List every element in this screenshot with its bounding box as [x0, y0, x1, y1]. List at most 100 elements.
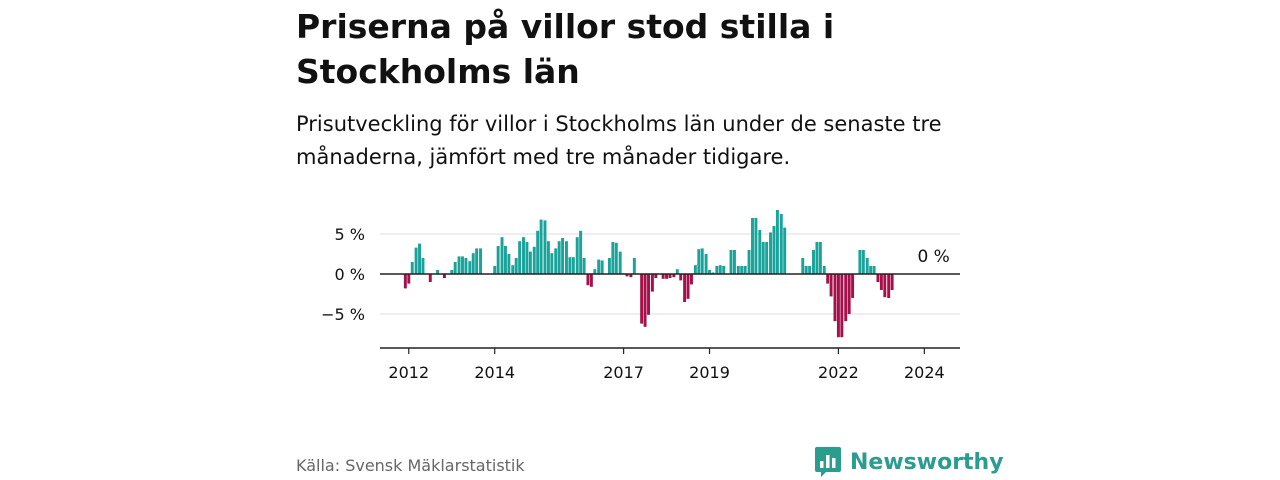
- bar-negative: [643, 274, 647, 327]
- bar-positive: [804, 266, 808, 274]
- bar-positive: [414, 247, 418, 274]
- bar-negative: [407, 274, 411, 284]
- bar-positive: [765, 242, 769, 274]
- bar-positive: [722, 266, 726, 274]
- bar-negative: [586, 274, 590, 286]
- bar-positive: [708, 270, 711, 274]
- bar-positive: [571, 257, 575, 274]
- bar-positive: [471, 253, 475, 274]
- bar-positive: [822, 266, 826, 274]
- y-tick-label: 5 %: [335, 225, 365, 244]
- bar-positive: [718, 265, 722, 274]
- bar-positive: [732, 250, 736, 274]
- bar-negative: [442, 274, 446, 278]
- bar-negative: [844, 274, 848, 322]
- bar-positive: [546, 241, 550, 274]
- bar-positive: [450, 270, 454, 274]
- bar-positive: [632, 258, 636, 274]
- bar-negative: [665, 274, 669, 279]
- bar-positive: [812, 250, 815, 274]
- bar-positive: [775, 210, 779, 274]
- bar-positive: [861, 250, 865, 274]
- bar-positive: [704, 254, 708, 274]
- bar-positive: [554, 248, 558, 274]
- bar-positive: [593, 269, 597, 274]
- bar-positive: [611, 242, 615, 274]
- gridlines: [380, 233, 960, 315]
- brand-name: Newsworthy: [850, 449, 1004, 475]
- bar-negative: [851, 274, 855, 298]
- bar-positive: [525, 242, 529, 274]
- bar-positive: [715, 266, 719, 274]
- bar-positive: [518, 241, 522, 274]
- bar-positive: [818, 242, 822, 274]
- y-tick-label: 0 %: [335, 265, 365, 284]
- bar-negative: [403, 274, 407, 289]
- bar-negative: [690, 274, 693, 285]
- last-value-label: 0 %: [917, 247, 949, 267]
- bar-positive: [453, 262, 457, 274]
- bar-positive: [693, 265, 697, 274]
- bar-positive: [532, 246, 536, 274]
- bar-negative: [589, 274, 593, 287]
- y-tick-label: −5 %: [321, 305, 365, 324]
- newsworthy-logo-icon: [815, 447, 841, 477]
- bar-negative: [650, 274, 654, 292]
- bar-positive: [758, 230, 762, 274]
- bar-positive: [729, 250, 733, 274]
- bar-negative: [686, 274, 690, 299]
- bar-positive: [511, 265, 515, 274]
- axes: [380, 273, 960, 354]
- bar-positive: [700, 248, 704, 274]
- bar-positive: [550, 253, 554, 274]
- bar-positive: [522, 237, 525, 274]
- bar-positive: [528, 251, 532, 274]
- bar-negative: [661, 274, 665, 279]
- bar-negative: [879, 274, 883, 290]
- newsworthy-brand-link[interactable]: Newsworthy: [814, 446, 1004, 478]
- bar-positive: [751, 218, 754, 274]
- bar-positive: [457, 256, 461, 274]
- bar-positive: [872, 266, 876, 274]
- bar-negative: [883, 274, 887, 298]
- x-tick-label: 2022: [818, 363, 859, 382]
- bar-positive: [808, 266, 812, 274]
- x-tick-label: 2014: [474, 363, 515, 382]
- bar-negative: [887, 274, 891, 298]
- bar-positive: [761, 242, 765, 274]
- bar-positive: [618, 251, 622, 274]
- bar-positive: [561, 238, 565, 274]
- bar-negative: [876, 274, 880, 282]
- bar-positive: [410, 262, 414, 274]
- bar-positive: [858, 250, 862, 274]
- bar-positive: [783, 227, 787, 274]
- bar-series: [403, 210, 894, 338]
- bar-positive: [779, 214, 783, 274]
- bar-positive: [747, 250, 751, 274]
- bar-negative: [654, 274, 658, 278]
- bar-positive: [421, 258, 425, 274]
- bar-positive: [436, 270, 440, 274]
- bar-positive: [536, 230, 540, 274]
- bar-positive: [418, 243, 421, 274]
- bar-positive: [568, 257, 572, 274]
- bar-negative: [679, 274, 683, 281]
- bar-negative: [668, 274, 672, 278]
- bar-negative: [840, 274, 844, 338]
- bar-positive: [607, 258, 611, 274]
- bar-positive: [575, 237, 579, 274]
- x-tick-label: 2017: [603, 363, 644, 382]
- bar-positive: [514, 258, 518, 274]
- bar-negative: [890, 274, 894, 290]
- bar-positive: [597, 259, 601, 274]
- bar-positive: [711, 272, 715, 274]
- bar-negative: [829, 274, 833, 297]
- bar-negative: [428, 274, 432, 282]
- bar-positive: [475, 248, 479, 274]
- bar-positive: [675, 269, 679, 274]
- bar-positive: [754, 218, 758, 274]
- bar-negative: [833, 274, 837, 322]
- bar-positive: [539, 219, 543, 274]
- bar-positive: [496, 246, 500, 274]
- bar-positive: [500, 237, 504, 274]
